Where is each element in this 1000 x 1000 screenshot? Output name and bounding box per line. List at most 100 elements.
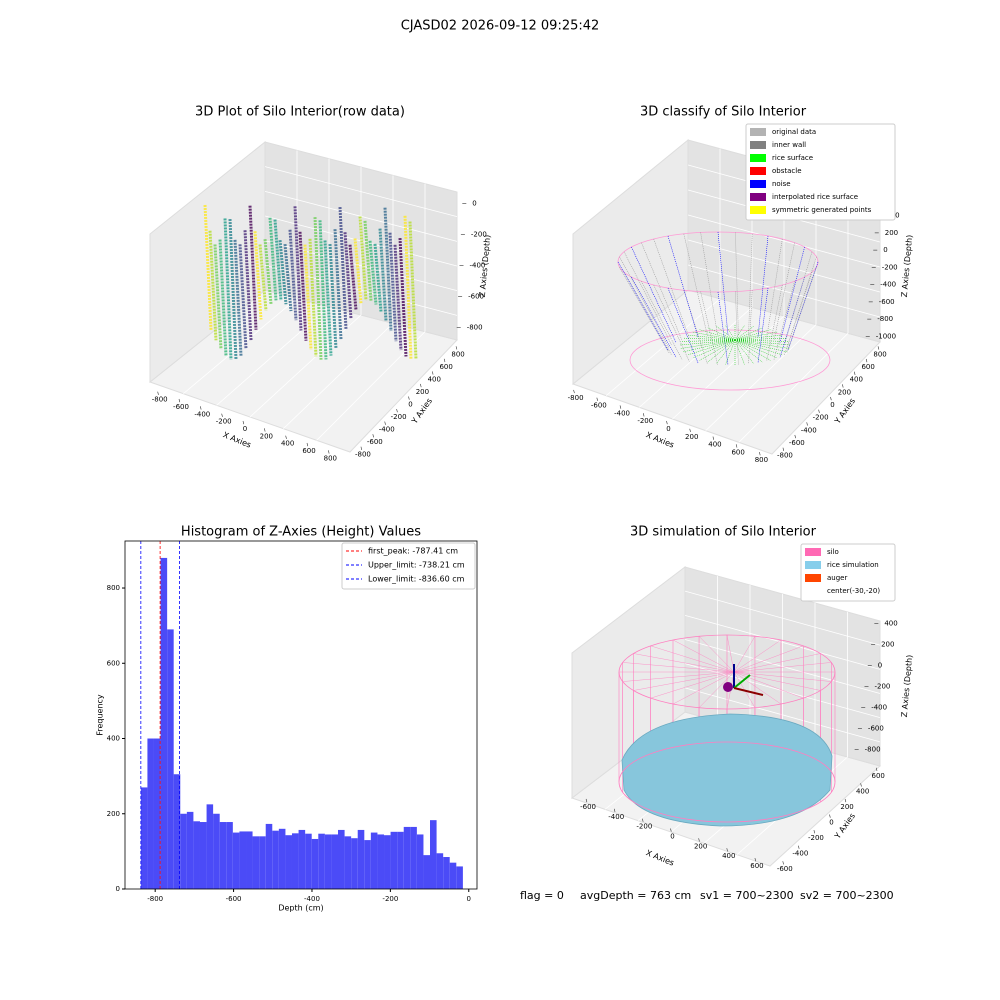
y-tick-label: 800	[107, 584, 120, 592]
y-tick-label: -200	[808, 834, 824, 842]
auger-arrow	[733, 687, 764, 696]
bar	[351, 838, 358, 889]
x-tick-label: 0	[670, 833, 674, 841]
bar	[449, 862, 457, 889]
z-tick-label: -800	[865, 746, 881, 754]
point-cloud-sketch	[653, 284, 690, 362]
x-tick	[670, 828, 672, 832]
bar	[226, 822, 233, 889]
bar	[397, 831, 404, 889]
legend-swatch	[750, 193, 766, 201]
bar	[364, 840, 371, 889]
x-tick	[689, 428, 691, 433]
x-tick-label: 0	[243, 425, 247, 433]
bar	[324, 834, 332, 889]
bar	[416, 834, 424, 889]
plot-frame	[124, 540, 478, 890]
y-tick-label: -200	[391, 413, 407, 421]
bar	[180, 813, 187, 889]
rice-surface-sketch	[621, 713, 833, 827]
x-tick	[573, 389, 575, 394]
x-tick	[596, 397, 598, 401]
pane-grid	[249, 314, 362, 418]
x-tick-label: 400	[281, 440, 294, 448]
y-tick-label: -200	[813, 414, 829, 422]
legend-swatch	[750, 206, 766, 214]
y-tick-label: 400	[428, 375, 441, 383]
bar	[318, 833, 325, 889]
x-tick-label: -200	[636, 823, 652, 831]
x-tick-label: -600	[226, 895, 242, 903]
x-tick	[264, 428, 266, 432]
bar	[357, 829, 365, 889]
bar	[173, 774, 181, 889]
silo-wire	[629, 329, 831, 391]
bar	[160, 557, 168, 889]
x-tick-label: 400	[722, 852, 735, 860]
point-cloud-sketch	[717, 231, 729, 336]
y-tick-label: -600	[789, 439, 805, 447]
bar	[443, 857, 450, 889]
point-cloud-sketch	[679, 339, 736, 346]
bar	[239, 831, 247, 889]
x-tick-label: -200	[216, 418, 232, 426]
point-cloud-sketch	[779, 246, 805, 343]
bar	[147, 738, 154, 889]
y-tick-label: 600	[872, 772, 885, 780]
x-tick-label: 600	[731, 448, 744, 456]
pane-grid	[283, 323, 394, 429]
pane-grid	[684, 590, 881, 646]
silo-wire	[733, 636, 756, 673]
silo-wire	[698, 636, 735, 673]
y-tick	[865, 358, 868, 363]
z-tick-label: -400	[871, 704, 887, 712]
point-cloud-sketch	[700, 232, 718, 336]
bar	[298, 829, 306, 889]
bar	[259, 836, 266, 889]
z-tick-label: -200	[471, 231, 487, 239]
point-cloud-sketch	[734, 337, 787, 341]
x-tick-label: -400	[194, 410, 210, 418]
point-cloud-sketch	[683, 290, 708, 365]
point-cloud-sketch	[248, 205, 258, 330]
point-cloud-sketch	[757, 287, 769, 364]
point-cloud-sketch	[641, 242, 683, 341]
x-tick-label: -600	[580, 803, 596, 811]
legend-label: auger	[827, 574, 847, 582]
point-cloud-sketch	[343, 232, 353, 320]
pane-grid	[264, 166, 458, 218]
x-tick-label: 200	[685, 433, 698, 441]
point-cloud-sketch	[734, 339, 771, 361]
point-cloud-sketch	[734, 339, 791, 346]
point-cloud-sketch	[333, 229, 343, 340]
x-tick	[619, 405, 622, 409]
point-cloud-sketch	[233, 239, 243, 356]
point-cloud-sketch	[617, 261, 669, 351]
y-tick-label: -400	[801, 426, 817, 434]
y-tick	[853, 371, 856, 375]
panel-title: Histogram of Z-Axies (Height) Values	[181, 525, 421, 540]
point-cloud-sketch	[383, 207, 393, 332]
point-cloud-sketch	[683, 337, 736, 341]
point-cloud-sketch	[735, 291, 739, 365]
y-tick	[798, 845, 800, 849]
silo-wire	[733, 671, 832, 682]
y-tick-label: 600	[107, 659, 120, 667]
x-tick	[613, 808, 616, 813]
x-tick	[754, 857, 757, 862]
legend-swatch	[750, 154, 766, 162]
point-cloud-sketch	[784, 251, 813, 345]
status-text: avgDepth = 763 cm	[580, 889, 691, 902]
point-cloud-sketch	[773, 242, 795, 341]
legend-label: inner wall	[772, 141, 806, 149]
z-tick-label: 0	[472, 200, 476, 208]
y-tick-label: 400	[107, 735, 120, 743]
point-cloud-sketch	[213, 244, 223, 350]
y-tick	[813, 829, 816, 834]
legend-label: first_peak: -787.41 cm	[368, 547, 458, 556]
point-cloud-sketch	[323, 240, 333, 356]
legend-label: Lower_limit: -836.60 cm	[368, 575, 465, 584]
point-cloud-sketch	[641, 281, 683, 360]
bar	[291, 833, 299, 889]
